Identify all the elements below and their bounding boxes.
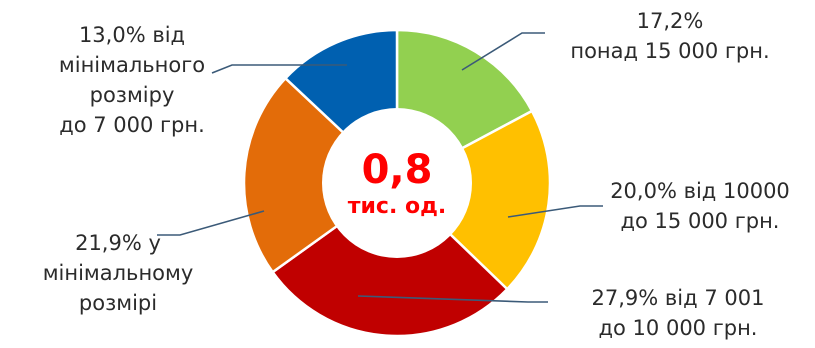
leader-line-1 <box>461 32 545 71</box>
donut-slice-3 <box>270 181 509 338</box>
center-total-unit: тис. од. <box>348 194 446 219</box>
slice-label-5-line-2: мінімального <box>59 53 205 77</box>
slice-labels-layer: 17,2% понад 15 000 грн. 20,0% від 10000 до … <box>43 9 790 340</box>
center-total-value: 0,8 <box>362 147 433 193</box>
slice-label-5-line-3: розміру <box>90 83 175 107</box>
donut-slice-2 <box>394 109 552 291</box>
slices-layer <box>242 28 552 338</box>
leader-line-4 <box>157 210 265 236</box>
slice-label-1-line-2: понад 15 000 грн. <box>570 39 769 63</box>
leader-line-2 <box>507 205 603 218</box>
slice-label-3: 27,9% від 7 001 до 10 000 грн. <box>592 286 765 340</box>
slice-label-4-line-2: мінімальному <box>43 261 194 285</box>
donut-hole <box>322 108 472 258</box>
slice-label-2-line-1: 20,0% від 10000 <box>610 179 790 203</box>
slice-label-4-line-3: розмірі <box>79 291 157 315</box>
leader-lines-layer <box>157 32 603 303</box>
slice-label-5: 13,0% від мінімального розміру до 7 000 грн… <box>59 23 205 137</box>
slice-label-2: 20,0% від 10000 до 15 000 грн. <box>610 179 790 233</box>
slice-label-5-line-1: 13,0% від <box>79 23 185 47</box>
leader-line-5 <box>211 64 347 74</box>
slice-label-4-line-1: 21,9% у <box>75 231 161 255</box>
donut-slice-4 <box>242 76 399 274</box>
leader-line-3 <box>357 295 548 303</box>
slice-label-1: 17,2% понад 15 000 грн. <box>570 9 769 63</box>
slice-label-4: 21,9% у мінімальному розмірі <box>43 231 194 315</box>
slice-label-5-line-4: до 7 000 грн. <box>59 113 205 137</box>
slice-label-1-line-1: 17,2% <box>637 9 704 33</box>
slice-label-3-line-1: 27,9% від 7 001 <box>592 286 765 310</box>
slice-label-3-line-2: до 10 000 грн. <box>599 316 758 340</box>
slice-label-2-line-2: до 15 000 грн. <box>621 209 780 233</box>
